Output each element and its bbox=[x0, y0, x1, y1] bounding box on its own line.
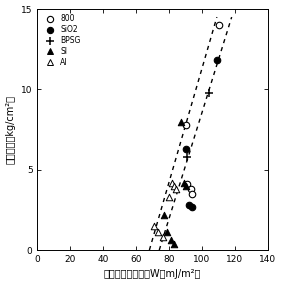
Point bbox=[190, 204, 194, 209]
Point bbox=[179, 119, 183, 124]
Legend: 800, SiO2, BPSG, SI, Al: 800, SiO2, BPSG, SI, Al bbox=[41, 12, 83, 69]
Point bbox=[172, 241, 176, 246]
Point bbox=[169, 238, 173, 243]
Point bbox=[190, 192, 194, 196]
Point bbox=[162, 212, 166, 217]
Point bbox=[206, 90, 211, 95]
Point bbox=[185, 182, 190, 186]
Point bbox=[160, 235, 165, 239]
Point bbox=[155, 230, 160, 235]
Point bbox=[170, 180, 175, 185]
Point bbox=[182, 180, 186, 185]
Point bbox=[167, 195, 171, 199]
Point bbox=[216, 23, 221, 27]
Point bbox=[183, 184, 188, 188]
Point bbox=[172, 184, 176, 188]
X-axis label: 付着エネルギー　W（mJ/m²）: 付着エネルギー W（mJ/m²） bbox=[104, 269, 201, 280]
Point bbox=[152, 224, 157, 228]
Point bbox=[173, 187, 178, 191]
Y-axis label: 付着強度（kg/cm²）: 付着強度（kg/cm²） bbox=[6, 95, 16, 164]
Point bbox=[183, 146, 188, 151]
Point bbox=[185, 154, 190, 159]
Point bbox=[183, 123, 188, 127]
Point bbox=[188, 187, 193, 191]
Point bbox=[215, 58, 219, 63]
Point bbox=[187, 203, 191, 207]
Point bbox=[165, 230, 170, 235]
